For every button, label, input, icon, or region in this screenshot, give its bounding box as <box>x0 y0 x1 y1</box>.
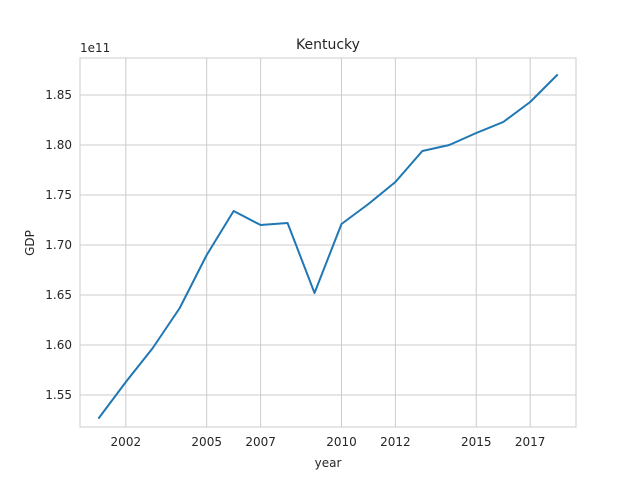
plot-area-frame <box>79 57 577 428</box>
x-tick-label: 2017 <box>515 435 546 449</box>
grid <box>80 58 576 427</box>
y-offset-label: 1e11 <box>80 41 110 55</box>
y-tick-label: 1.85 <box>45 88 72 102</box>
series-layer <box>97 74 559 419</box>
gdp-series-line <box>97 74 559 419</box>
x-tick-label: 2005 <box>191 435 222 449</box>
y-tick-label: 1.80 <box>45 138 72 152</box>
x-axis-title: year <box>315 456 342 470</box>
x-tick-label: 2010 <box>326 435 357 449</box>
chart-title: Kentucky <box>296 37 360 53</box>
x-tick-label: 2002 <box>111 435 142 449</box>
y-tick-label: 1.65 <box>45 288 72 302</box>
y-tick-label: 1.70 <box>45 238 72 252</box>
x-tick-label: 2015 <box>461 435 492 449</box>
y-tick-label: 1.60 <box>45 338 72 352</box>
tick-labels: 2002 2005 2007 2010 2012 2015 2017 1.55 1.60 1.65… <box>45 88 545 449</box>
x-tick-label: 2012 <box>380 435 411 449</box>
y-axis-title: GDP <box>23 230 37 256</box>
y-tick-label: 1.75 <box>45 188 72 202</box>
y-tick-label: 1.55 <box>45 388 72 402</box>
x-tick-label: 2007 <box>245 435 276 449</box>
